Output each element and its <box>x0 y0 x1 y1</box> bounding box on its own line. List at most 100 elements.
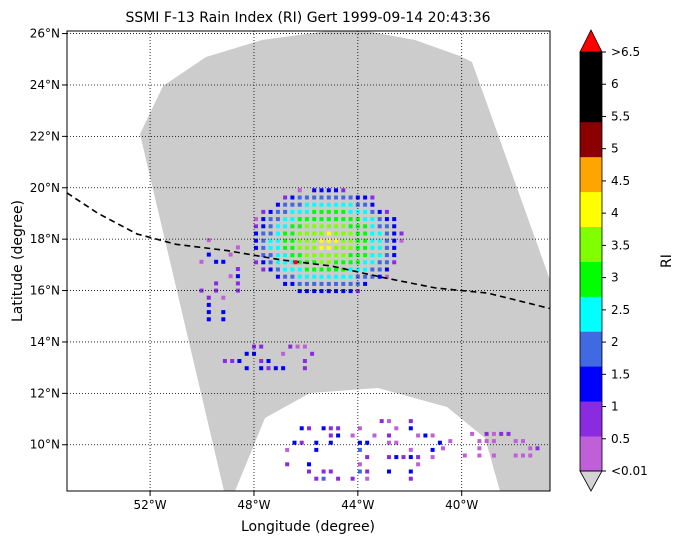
rain-pixel <box>319 267 324 272</box>
rain-pixel <box>302 344 307 349</box>
rain-pixel <box>304 195 309 200</box>
rain-pixel <box>261 267 266 272</box>
colorbar-tick-label: 5 <box>611 142 619 156</box>
rain-pixel <box>307 426 311 431</box>
rain-pixel <box>348 202 353 207</box>
rain-pixel <box>341 217 346 222</box>
rain-pixel <box>206 317 211 322</box>
rain-pixel <box>399 238 404 243</box>
rain-pixel <box>348 231 353 236</box>
rain-pixel <box>348 245 353 250</box>
rain-pixel <box>261 245 266 250</box>
rain-pixel <box>328 440 333 445</box>
rain-pixel <box>341 245 346 250</box>
rain-pixel <box>312 260 317 265</box>
rain-pixel <box>297 281 302 286</box>
rain-pixel <box>268 217 273 222</box>
rain-pixel <box>312 217 317 222</box>
colorbar-tick-label: 2.5 <box>611 303 630 317</box>
rain-pixel <box>384 209 389 214</box>
y-tick-label: 20°N <box>30 181 60 195</box>
rain-pixel <box>312 231 317 236</box>
rain-pixel <box>266 359 271 363</box>
rain-pixel <box>348 195 353 200</box>
rain-pixel <box>283 209 288 214</box>
rain-pixel <box>304 209 309 214</box>
rain-pixel <box>288 344 293 349</box>
rain-pixel <box>363 267 368 272</box>
rain-pixel <box>491 453 496 458</box>
rain-pixel <box>384 274 389 279</box>
rain-pixel <box>268 224 273 229</box>
rain-pixel <box>363 274 368 279</box>
rain-pixel <box>319 274 324 279</box>
rain-pixel <box>341 188 346 193</box>
rain-pixel <box>230 359 235 363</box>
rain-pixel <box>491 439 496 444</box>
rain-pixel <box>384 260 389 265</box>
rain-pixel <box>392 217 397 222</box>
rain-pixel <box>416 462 421 467</box>
rain-pixel <box>244 351 249 356</box>
rain-pixel <box>290 281 295 286</box>
rain-pixel <box>341 224 346 229</box>
rain-pixel <box>377 209 382 214</box>
rain-pixel <box>290 245 295 250</box>
rain-pixel <box>370 231 375 236</box>
rain-pixel <box>384 245 389 250</box>
colorbar-frame <box>579 51 603 472</box>
rain-pixel <box>392 224 397 229</box>
rain-pixel <box>370 245 375 250</box>
rain-pixel <box>259 344 264 349</box>
rain-pixel <box>484 439 489 444</box>
rain-pixel <box>290 195 295 200</box>
colorbar-tick-label: >6.5 <box>611 45 640 59</box>
rain-pixel <box>513 453 518 458</box>
rain-pixel <box>334 289 338 294</box>
rain-pixel <box>268 253 273 258</box>
rain-pixel <box>290 267 295 272</box>
rain-pixel <box>379 419 384 424</box>
rain-pixel <box>430 447 435 452</box>
rain-pixel <box>235 245 240 250</box>
rain-pixel <box>326 245 331 250</box>
rain-pixel <box>387 469 391 474</box>
colorbar-over-arrow <box>579 29 603 53</box>
storm-center-marker <box>293 260 298 265</box>
y-tick-label: 22°N <box>30 129 60 143</box>
rain-pixel <box>334 281 338 286</box>
colorbar: <0.01 0.5 1 1.5 2 2.5 3 3.5 4 4.5 5 5.5 6 >6.5 <box>579 29 648 492</box>
rain-pixel <box>357 440 362 445</box>
rain-pixel <box>341 202 346 207</box>
rain-pixel <box>370 238 375 243</box>
x-axis-ticks: 52°W 48°W 44°W 40°W <box>134 491 478 512</box>
rain-pixel <box>254 224 258 229</box>
rain-pixel <box>399 231 404 236</box>
rain-pixel <box>355 195 360 200</box>
rain-pixel <box>261 217 266 222</box>
rain-pixel <box>321 426 326 431</box>
y-tick-label: 16°N <box>30 284 60 298</box>
rain-pixel <box>334 231 338 236</box>
rain-pixel <box>348 260 353 265</box>
rain-pixel <box>319 281 324 286</box>
rain-pixel <box>387 440 391 445</box>
rain-pixel <box>484 431 489 436</box>
rain-pixel <box>377 245 382 250</box>
colorbar-segment <box>580 261 602 297</box>
colorbar-segment <box>580 86 602 123</box>
rain-pixel <box>377 274 382 279</box>
rain-pixel <box>283 245 288 250</box>
rain-pixel <box>275 267 280 272</box>
rain-pixel <box>370 209 375 214</box>
rain-pixel <box>341 238 346 243</box>
rain-pixel <box>387 433 391 438</box>
rain-pixel <box>290 224 295 229</box>
rain-pixel <box>235 281 240 286</box>
rain-pixel <box>370 217 375 222</box>
rain-pixel <box>363 231 368 236</box>
rain-pixel <box>297 224 302 229</box>
rain-pixel <box>334 245 338 250</box>
colorbar-under-arrow <box>579 470 603 492</box>
rain-pixel <box>326 281 331 286</box>
